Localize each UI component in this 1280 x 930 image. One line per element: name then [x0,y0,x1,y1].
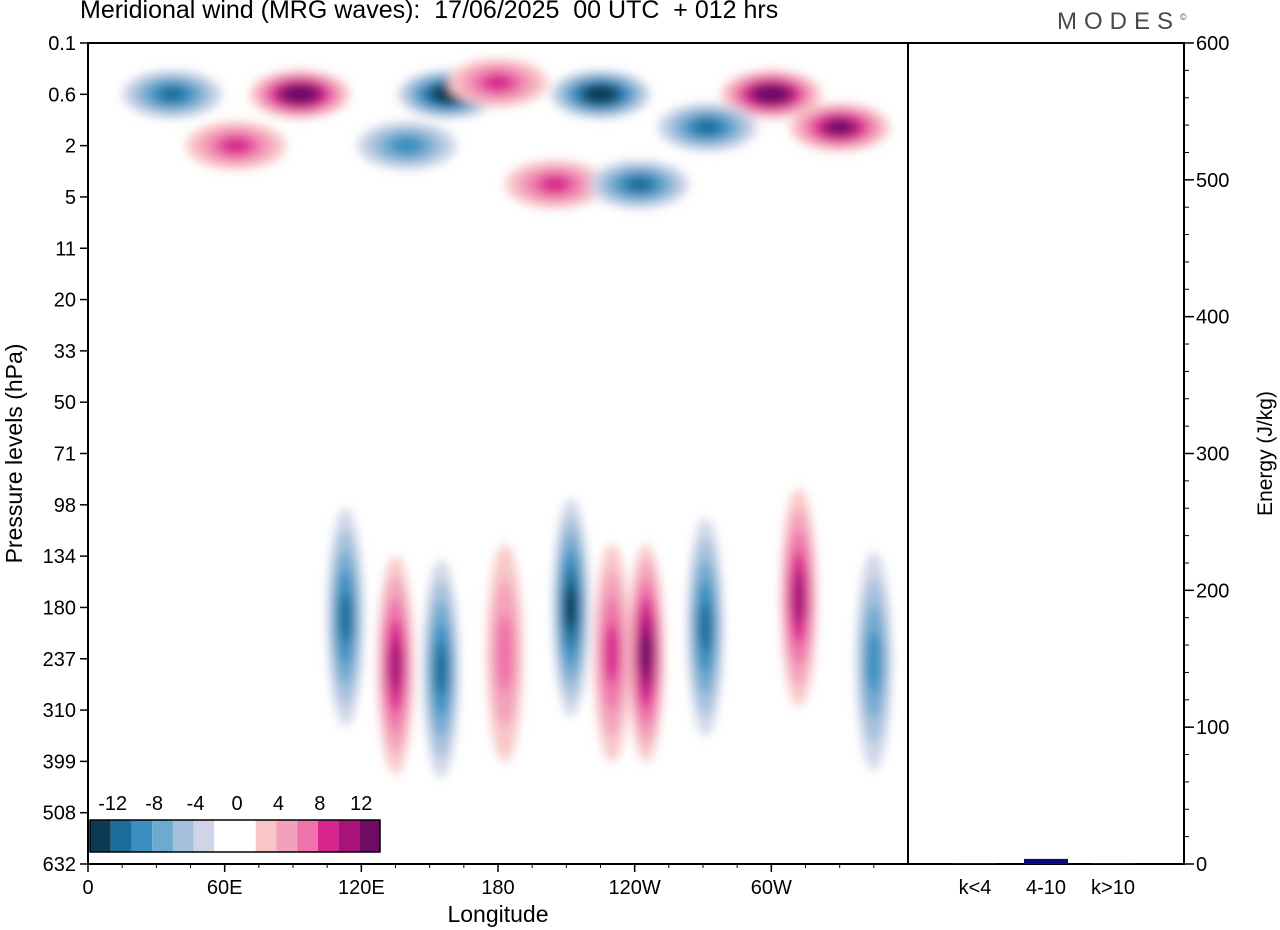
wind-blob-7-level-6 [828,119,852,135]
y-tick-label: 5 [65,187,76,209]
colorbar-label: 4 [273,793,284,815]
wind-blob-12-level-5 [338,592,353,643]
colorbar-swatch [90,820,111,852]
energy-bar [1091,863,1135,864]
wind-blob-5-level-7 [760,87,782,102]
colorbar-swatch [131,820,153,852]
colorbar-swatch [214,820,235,852]
energy-tick-label: 100 [1196,717,1229,739]
wind-blob-21-level-4 [866,630,882,692]
colorbar-label: 12 [350,793,372,815]
wind-blob-3-level-4 [482,73,514,92]
y-tick-label: 180 [43,597,76,619]
y-tick-label: 50 [54,392,76,414]
colorbar-swatch [276,820,298,852]
y-tick-label: 310 [43,700,76,722]
wind-blobs [122,58,892,778]
energy-axis-label: Energy (J/kg) [1254,391,1277,516]
wind-blob-0-level-5 [159,86,186,103]
wind-blob-11-level-5 [626,176,653,193]
y-tick-label: 508 [43,803,76,825]
x-tick-label: 60E [207,877,243,899]
wind-blob-20-level-5 [791,572,806,623]
wind-blob-4-level-7 [589,87,612,102]
wind-blob-15-level-3 [496,614,514,693]
logo-text: MODES [1057,8,1181,35]
colorbar-label: 8 [314,793,325,815]
wind-blob-1-level-7 [289,87,311,102]
y-tick-label: 20 [54,290,76,312]
y-tick-label: 0.1 [48,33,76,55]
energy-tick-label: 0 [1196,854,1207,876]
colorbar-swatch [338,820,360,852]
wind-blob-9-level-4 [391,136,423,155]
y-axis-label: Pressure levels (hPa) [1,344,27,564]
y-tick-label: 98 [54,495,76,517]
colorbar-swatch [359,820,380,852]
colorbar-label: -8 [145,793,163,815]
x-tick-label: 0 [82,877,93,899]
energy-tick-label: 400 [1196,307,1229,329]
x-tick-label: 120E [338,877,385,899]
wind-blob-8-level-4 [220,136,252,155]
x-tick-label: 120W [609,877,661,899]
colorbar-swatch [297,820,318,852]
heatmap-field [122,58,892,778]
wind-blob-10-level-4 [539,175,571,194]
colorbar-swatch [172,820,194,852]
energy-tick-label: 600 [1196,33,1229,55]
axes: 0.1 0.6 2 5 11 20 33 50 71 98 134 180 237 310 399 508 63… [1,33,909,927]
colorbar-swatch [152,820,173,852]
y-tick-label: 237 [43,649,76,671]
y-tick-label: 2 [65,136,76,158]
colorbar-label: -12 [98,793,127,815]
colorbar: -12 -8 -4 0 4 8 12 [89,793,381,853]
energy-frame [907,42,1185,865]
wind-blob-13-level-5 [388,640,403,691]
energy-tick-label: 300 [1196,444,1229,466]
x-axis-label: Longitude [447,901,548,927]
y-tick-label: 33 [54,341,76,363]
x-tick-label: 60W [751,877,792,899]
wind-blob-19-level-5 [698,602,713,653]
energy-tick-label: 500 [1196,170,1229,192]
energy-category-label: k>10 [1091,877,1135,899]
colorbar-swatch [110,820,132,852]
y-tick-label: 399 [43,751,76,773]
energy-bar [1024,858,1068,864]
wind-blob-6-level-5 [694,119,721,136]
wind-blob-17-level-4 [604,622,620,684]
modes-logo: MODES© [1057,8,1187,36]
colorbar-swatch [193,820,215,852]
colorbar-label: 0 [231,793,242,815]
colorbar-swatch [255,820,277,852]
x-tick-label: 180 [481,877,514,899]
energy-category-label: k<4 [959,877,992,899]
colorbar-frame [89,819,381,853]
colorbar-label: -4 [187,793,205,815]
wind-blob-18-level-6 [639,631,653,675]
wind-blob-16-level-6 [564,585,578,629]
y-tick-label: 11 [55,238,76,260]
y-tick-label: 71 [54,444,76,466]
colorbar-swatch [317,820,339,852]
wind-blob-14-level-5 [434,643,448,694]
energy-tick-label: 200 [1196,580,1229,602]
logo-mark: © [1180,12,1187,22]
chart-title: Meridional wind (MRG waves): 17/06/2025 … [80,0,779,24]
energy-bar [953,863,997,864]
y-tick-label: 134 [43,546,76,568]
y-tick-label: 632 [43,854,76,876]
energy-category-label: 4-10 [1026,877,1066,899]
colorbar-swatch [235,820,256,852]
y-tick-label: 0.6 [48,84,76,106]
energy-bars: 0 100 200 300 400 500 600 k<4 4-10 k>10 Energy (J/… [907,33,1277,899]
